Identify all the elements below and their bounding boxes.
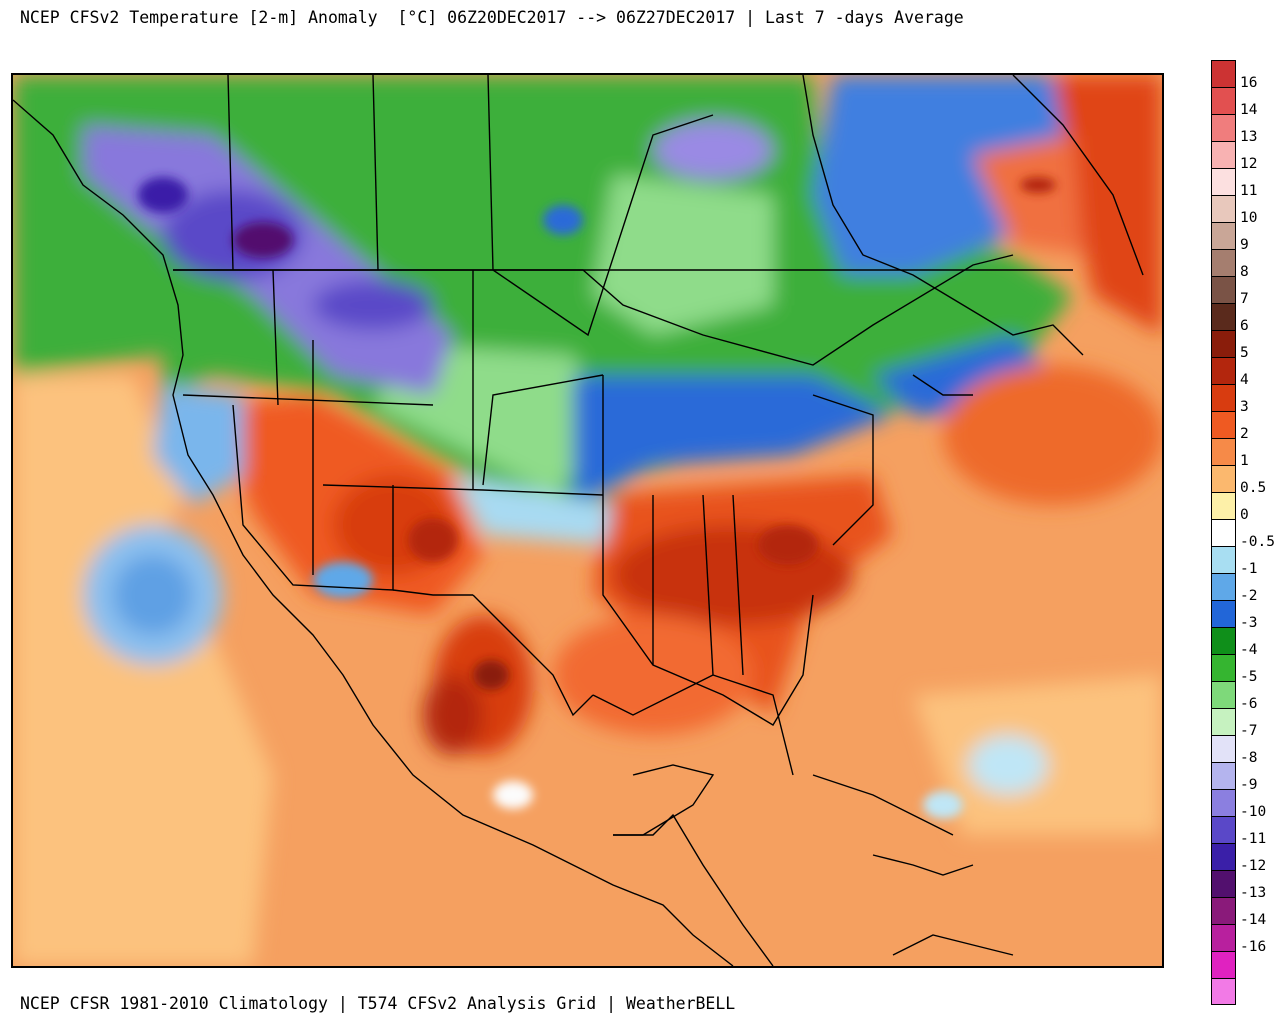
legend-tick-label: -9 <box>1240 776 1258 793</box>
legend-tick-label: 0.5 <box>1240 479 1267 496</box>
legend-swatch: 12 <box>1211 141 1236 168</box>
legend-swatch: 14 <box>1211 87 1236 114</box>
legend-tick-label: -16 <box>1240 938 1267 955</box>
color-legend: 1614131211109876543210.50-0.5-1-2-3-4-5-… <box>1211 60 1236 1005</box>
legend-tick-label: -1 <box>1240 560 1258 577</box>
legend-tick-label: 1 <box>1240 452 1249 469</box>
legend-swatch: 10 <box>1211 195 1236 222</box>
legend-tick-label: 6 <box>1240 317 1249 334</box>
legend-swatch: 0.5 <box>1211 465 1236 492</box>
legend-swatch: -8 <box>1211 735 1236 762</box>
legend-swatch: 13 <box>1211 114 1236 141</box>
map-footer: NCEP CFSR 1981-2010 Climatology | T574 C… <box>20 994 736 1013</box>
legend-tick-label: -14 <box>1240 911 1267 928</box>
legend-swatch: 16 <box>1211 60 1236 87</box>
anomaly-detail <box>138 177 1056 819</box>
legend-tick-label: 3 <box>1240 398 1249 415</box>
legend-swatch: -9 <box>1211 762 1236 789</box>
legend-tick-label: 13 <box>1240 128 1258 145</box>
legend-tick-label: 11 <box>1240 182 1258 199</box>
legend-swatch: -1 <box>1211 546 1236 573</box>
legend-tick-label: 0 <box>1240 506 1249 523</box>
legend-tick-label: -13 <box>1240 884 1267 901</box>
legend-tick-label: -5 <box>1240 668 1258 685</box>
legend-tick-label: -0.5 <box>1240 533 1275 550</box>
legend-tick-label: -7 <box>1240 722 1258 739</box>
legend-tick-label: -2 <box>1240 587 1258 604</box>
legend-tick-label: 7 <box>1240 290 1249 307</box>
legend-swatch: -14 <box>1211 897 1236 924</box>
legend-tick-label: -11 <box>1240 830 1267 847</box>
legend-swatch: -13 <box>1211 870 1236 897</box>
legend-swatch: 9 <box>1211 222 1236 249</box>
anomaly-map-canvas <box>13 75 1162 966</box>
legend-swatch: 11 <box>1211 168 1236 195</box>
legend-swatch: 7 <box>1211 276 1236 303</box>
map-title: NCEP CFSv2 Temperature [2-m] Anomaly [°C… <box>20 8 964 27</box>
legend-swatch: 3 <box>1211 384 1236 411</box>
legend-tick-label: -6 <box>1240 695 1258 712</box>
legend-tick-label: 12 <box>1240 155 1258 172</box>
legend-swatch: -7 <box>1211 708 1236 735</box>
legend-swatch: -16 <box>1211 951 1236 978</box>
legend-swatch: -4 <box>1211 627 1236 654</box>
legend-tick-label: 2 <box>1240 425 1249 442</box>
legend-swatch: 8 <box>1211 249 1236 276</box>
legend-tick-label: -12 <box>1240 857 1267 874</box>
legend-tick-label: 9 <box>1240 236 1249 253</box>
legend-tick-label: 5 <box>1240 344 1249 361</box>
legend-swatch: -11 <box>1211 816 1236 843</box>
legend-tick-label: 14 <box>1240 101 1258 118</box>
legend-swatch: -3 <box>1211 600 1236 627</box>
legend-swatch: -6 <box>1211 681 1236 708</box>
legend-tick-label: -10 <box>1240 803 1267 820</box>
legend-tick-label: 8 <box>1240 263 1249 280</box>
legend-swatch: -15 <box>1211 924 1236 951</box>
political-boundaries <box>13 75 1144 966</box>
legend-tick-label: -3 <box>1240 614 1258 631</box>
legend-tick-label: 16 <box>1240 74 1258 91</box>
legend-swatch: -12 <box>1211 843 1236 870</box>
legend-swatch: -5 <box>1211 654 1236 681</box>
legend-tick-label: -4 <box>1240 641 1258 658</box>
legend-swatch <box>1211 978 1236 1005</box>
legend-swatch: 2 <box>1211 411 1236 438</box>
legend-tick-label: 4 <box>1240 371 1249 388</box>
legend-tick-label: 10 <box>1240 209 1258 226</box>
legend-tick-label: -8 <box>1240 749 1258 766</box>
legend-swatch: 6 <box>1211 303 1236 330</box>
legend-swatch: 0 <box>1211 492 1236 519</box>
legend-swatch: -10 <box>1211 789 1236 816</box>
legend-swatch: 5 <box>1211 330 1236 357</box>
anomaly-map <box>11 73 1164 968</box>
legend-swatch: -2 <box>1211 573 1236 600</box>
legend-swatch: -0.5 <box>1211 519 1236 546</box>
legend-swatch: 1 <box>1211 438 1236 465</box>
legend-swatch: 4 <box>1211 357 1236 384</box>
